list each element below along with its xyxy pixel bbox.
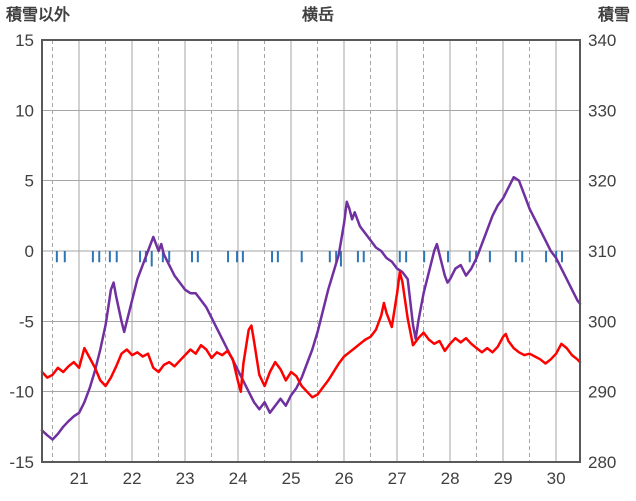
chart-title: 横岳 [301,7,334,24]
x-tick-label: 23 [176,469,195,488]
y-right-tick-label: 310 [588,242,616,261]
right-axis-title: 積雪 [597,7,630,24]
y-left-tick-label: 5 [25,172,34,191]
y-left-tick-label: 0 [25,242,34,261]
purple-series-line [40,175,582,441]
y-right-tick-label: 290 [588,383,616,402]
y-right-tick-label: 300 [588,312,616,331]
x-tick-label: 25 [282,469,301,488]
x-tick-label: 21 [70,469,89,488]
y-left-tick-label: 10 [15,101,34,120]
y-right-tick-label: 320 [588,172,616,191]
x-tick-label: 28 [441,469,460,488]
x-tick-label: 22 [123,469,142,488]
x-tick-label: 26 [335,469,354,488]
y-right-tick-label: 340 [588,31,616,50]
y-left-tick-label: 15 [15,31,34,50]
y-left-tick-label: -10 [9,383,34,402]
y-right-tick-label: 280 [588,453,616,472]
left-axis-title: 積雪以外 [6,7,71,24]
y-left-tick-label: -15 [9,453,34,472]
y-right-tick-label: 330 [588,101,616,120]
y-left-tick-label: -5 [19,312,34,331]
x-tick-label: 27 [388,469,407,488]
x-tick-label: 30 [547,469,566,488]
x-tick-label: 29 [494,469,513,488]
plot-border [41,39,581,463]
red-series-line [40,270,582,399]
x-tick-label: 24 [229,469,248,488]
